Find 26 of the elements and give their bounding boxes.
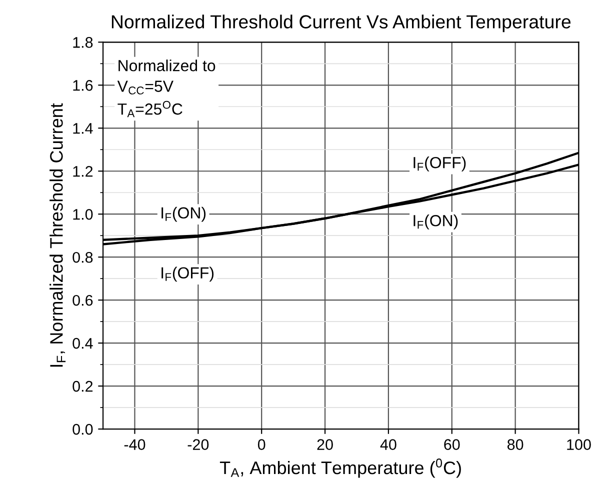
y-tick-label: 0.8 — [72, 252, 93, 263]
x-axis-title: T$_{A}$, Ambient Temperature ($^{0}$C) — [220, 458, 461, 478]
y-tick-label: 0.6 — [72, 294, 93, 306]
annotation: I$_{F}$(OFF) — [162, 266, 214, 282]
text: Normalized to V$_{CC}$=5V T$_{A}$=25$^{O}$C — [117, 60, 216, 118]
x-tick-label: 40 — [380, 439, 396, 450]
x-tick-label: -20 — [188, 439, 209, 450]
y-tick-label: 1.6 — [73, 80, 93, 91]
y-tick-label: 1.2 — [73, 166, 93, 177]
x-tick-label: 20 — [317, 439, 333, 450]
y-tick-label: 1.8 — [73, 37, 93, 48]
chart-title: Normalized Threshold Current Vs Ambient Temperature — [112, 14, 571, 32]
y-axis-title: I$_{F}$, Normalized Threshold Current — [50, 103, 66, 367]
y-tick-label: 0.4 — [72, 338, 93, 349]
y-tick-label: 0.0 — [72, 424, 93, 435]
x-tick-label: -40 — [124, 439, 146, 450]
x-tick-label: 100 — [567, 439, 591, 450]
y-tick-label: 1.0 — [73, 208, 93, 220]
y-tick-label: 1.4 — [73, 123, 93, 134]
annotation: I$_{F}$(ON) — [162, 206, 206, 222]
y-tick-label: 0.2 — [72, 380, 93, 392]
x-tick-label: 60 — [444, 439, 460, 450]
annotation: I$_{F}$(ON) — [414, 214, 458, 230]
x-tick-label: 80 — [507, 439, 524, 450]
x-tick-label: 0 — [258, 439, 266, 450]
annotation: I$_{F}$(OFF) — [414, 156, 466, 172]
